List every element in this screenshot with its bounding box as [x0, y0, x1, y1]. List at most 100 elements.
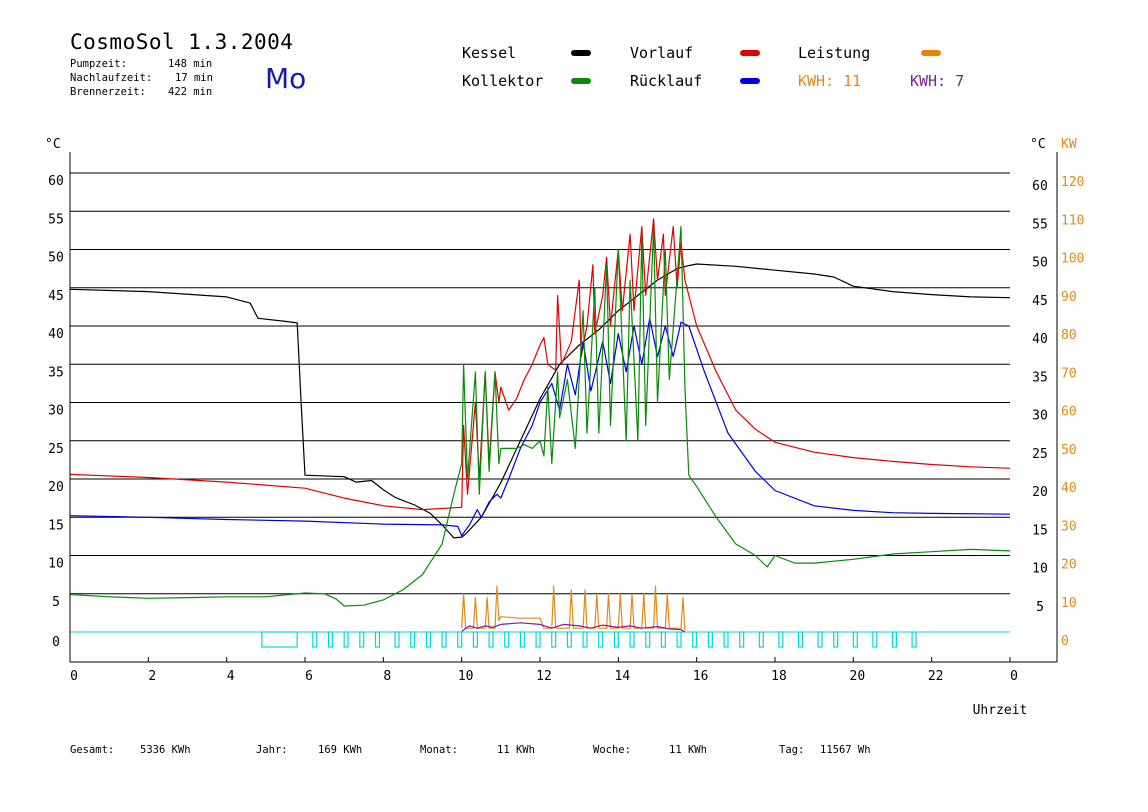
x-tick-label: 10 — [458, 669, 474, 684]
y-tick-label-left: 10 — [48, 557, 64, 572]
y-axis-unit-left: °C — [45, 137, 61, 152]
burner-marker — [343, 631, 349, 648]
legend-vorlauf-label: Vorlauf — [630, 44, 694, 62]
legend-leistung-swatch — [921, 50, 941, 56]
burner-marker — [817, 631, 823, 648]
legend-kwh-purple: KWH: 7 — [910, 72, 965, 90]
legend-vorlauf-swatch — [740, 50, 760, 56]
burner-marker — [457, 631, 463, 648]
burner-marker — [551, 631, 557, 648]
burner-marker — [488, 631, 494, 648]
burner-marker — [723, 631, 729, 648]
footer-month-label: Monat: — [420, 744, 458, 756]
footer-year-value: 169 KWh — [318, 744, 363, 756]
burner-marker — [911, 631, 917, 648]
footer-year-label: Jahr: — [256, 744, 288, 756]
burner-marker — [645, 631, 651, 648]
legend-ruecklauf-label: Rücklauf — [630, 72, 703, 90]
footer-week-label: Woche: — [593, 744, 631, 756]
y-tick-label-left: 15 — [48, 518, 64, 533]
x-tick-label: 14 — [615, 669, 631, 684]
y-tick-label-left: 30 — [48, 404, 64, 419]
burner-marker — [833, 631, 839, 648]
y2-tick-label: 50 — [1061, 443, 1077, 458]
burner-marker — [758, 631, 764, 648]
overrun-time-value: 17 min — [175, 72, 213, 84]
burner-marker — [582, 631, 588, 648]
y-tick-label-right: 45 — [1032, 294, 1048, 309]
burner-marker — [739, 631, 745, 648]
y2-tick-label: 100 — [1061, 252, 1084, 267]
burner-marker — [692, 631, 698, 648]
y2-axis-unit: KW — [1061, 137, 1077, 152]
overrun-time-label: Nachlaufzeit: — [70, 72, 153, 84]
footer-total-value: 5336 KWh — [140, 744, 191, 756]
x-tick-label: 12 — [536, 669, 552, 684]
series-line-kessel — [69, 263, 1011, 539]
y-tick-label-right: 55 — [1032, 217, 1048, 232]
series-line-kollektor — [69, 226, 1011, 607]
y-tick-label-left: 45 — [48, 289, 64, 304]
x-tick-label: 22 — [928, 669, 944, 684]
y-tick-label-left: 35 — [48, 365, 64, 380]
burner-marker — [441, 631, 447, 648]
burner-marker — [327, 631, 334, 648]
y-tick-label-right: 40 — [1032, 332, 1048, 347]
y2-tick-label: 0 — [1061, 634, 1069, 649]
y-tick-label-right: 15 — [1032, 523, 1048, 538]
chart-title: CosmoSol 1.3.2004 — [70, 30, 294, 54]
y-tick-label-left: 60 — [48, 174, 64, 189]
x-axis-label: Uhrzeit — [973, 703, 1028, 718]
y2-tick-label: 70 — [1061, 366, 1077, 381]
x-tick-label: 16 — [693, 669, 709, 684]
burner-marker — [797, 631, 804, 648]
y2-tick-label: 120 — [1061, 175, 1084, 190]
burner-marker — [394, 631, 400, 648]
x-tick-label: 8 — [383, 669, 391, 684]
burner-marker — [504, 631, 510, 648]
x-tick-label: 18 — [771, 669, 787, 684]
y2-tick-label: 30 — [1061, 519, 1077, 534]
footer-day-label: Tag: — [779, 744, 805, 756]
y-tick-label-left: 40 — [48, 327, 64, 342]
pump-time-value: 148 min — [168, 58, 213, 70]
y2-tick-label: 80 — [1061, 328, 1077, 343]
burner-time-value: 422 min — [168, 86, 213, 98]
y-tick-label-left: 0 — [52, 635, 60, 650]
x-tick-label: 4 — [227, 669, 235, 684]
y2-tick-label: 60 — [1061, 405, 1077, 420]
burner-marker — [660, 631, 666, 648]
burner-marker — [778, 631, 784, 648]
footer-total-label: Gesamt: — [70, 744, 115, 756]
y-tick-label-left: 20 — [48, 480, 64, 495]
footer-month-value: 11 KWh — [497, 744, 535, 756]
series-line-vorlauf — [69, 218, 1011, 511]
y2-tick-label: 10 — [1061, 596, 1077, 611]
legend-kollektor-label: Kollektor — [462, 72, 544, 90]
footer-day-value: 11567 Wh — [820, 744, 871, 756]
x-tick-label: 0 — [70, 669, 78, 684]
burner-marker — [629, 631, 635, 648]
y-tick-label-right: 60 — [1032, 179, 1048, 194]
burner-marker — [852, 631, 858, 648]
x-tick-label: 2 — [148, 669, 156, 684]
burner-marker — [359, 631, 365, 648]
x-tick-label: 20 — [850, 669, 866, 684]
burner-marker — [598, 631, 604, 648]
burner-marker — [410, 631, 416, 648]
y2-tick-label: 20 — [1061, 558, 1077, 573]
series-layer — [69, 218, 1011, 633]
x-tick-label: 0 — [1010, 669, 1018, 684]
burner-marker — [613, 631, 619, 648]
weekday-label: Mo — [265, 62, 307, 95]
y-tick-label-right: 10 — [1032, 562, 1048, 577]
burner-marker-layer — [261, 631, 917, 648]
legend-leistung-label: Leistung — [798, 44, 871, 62]
y-tick-label-right: 50 — [1032, 256, 1048, 271]
legend-kessel-swatch — [571, 50, 591, 56]
y-tick-label-left: 25 — [48, 442, 64, 457]
y2-tick-label: 40 — [1061, 481, 1077, 496]
y2-tick-label: 110 — [1061, 213, 1084, 228]
